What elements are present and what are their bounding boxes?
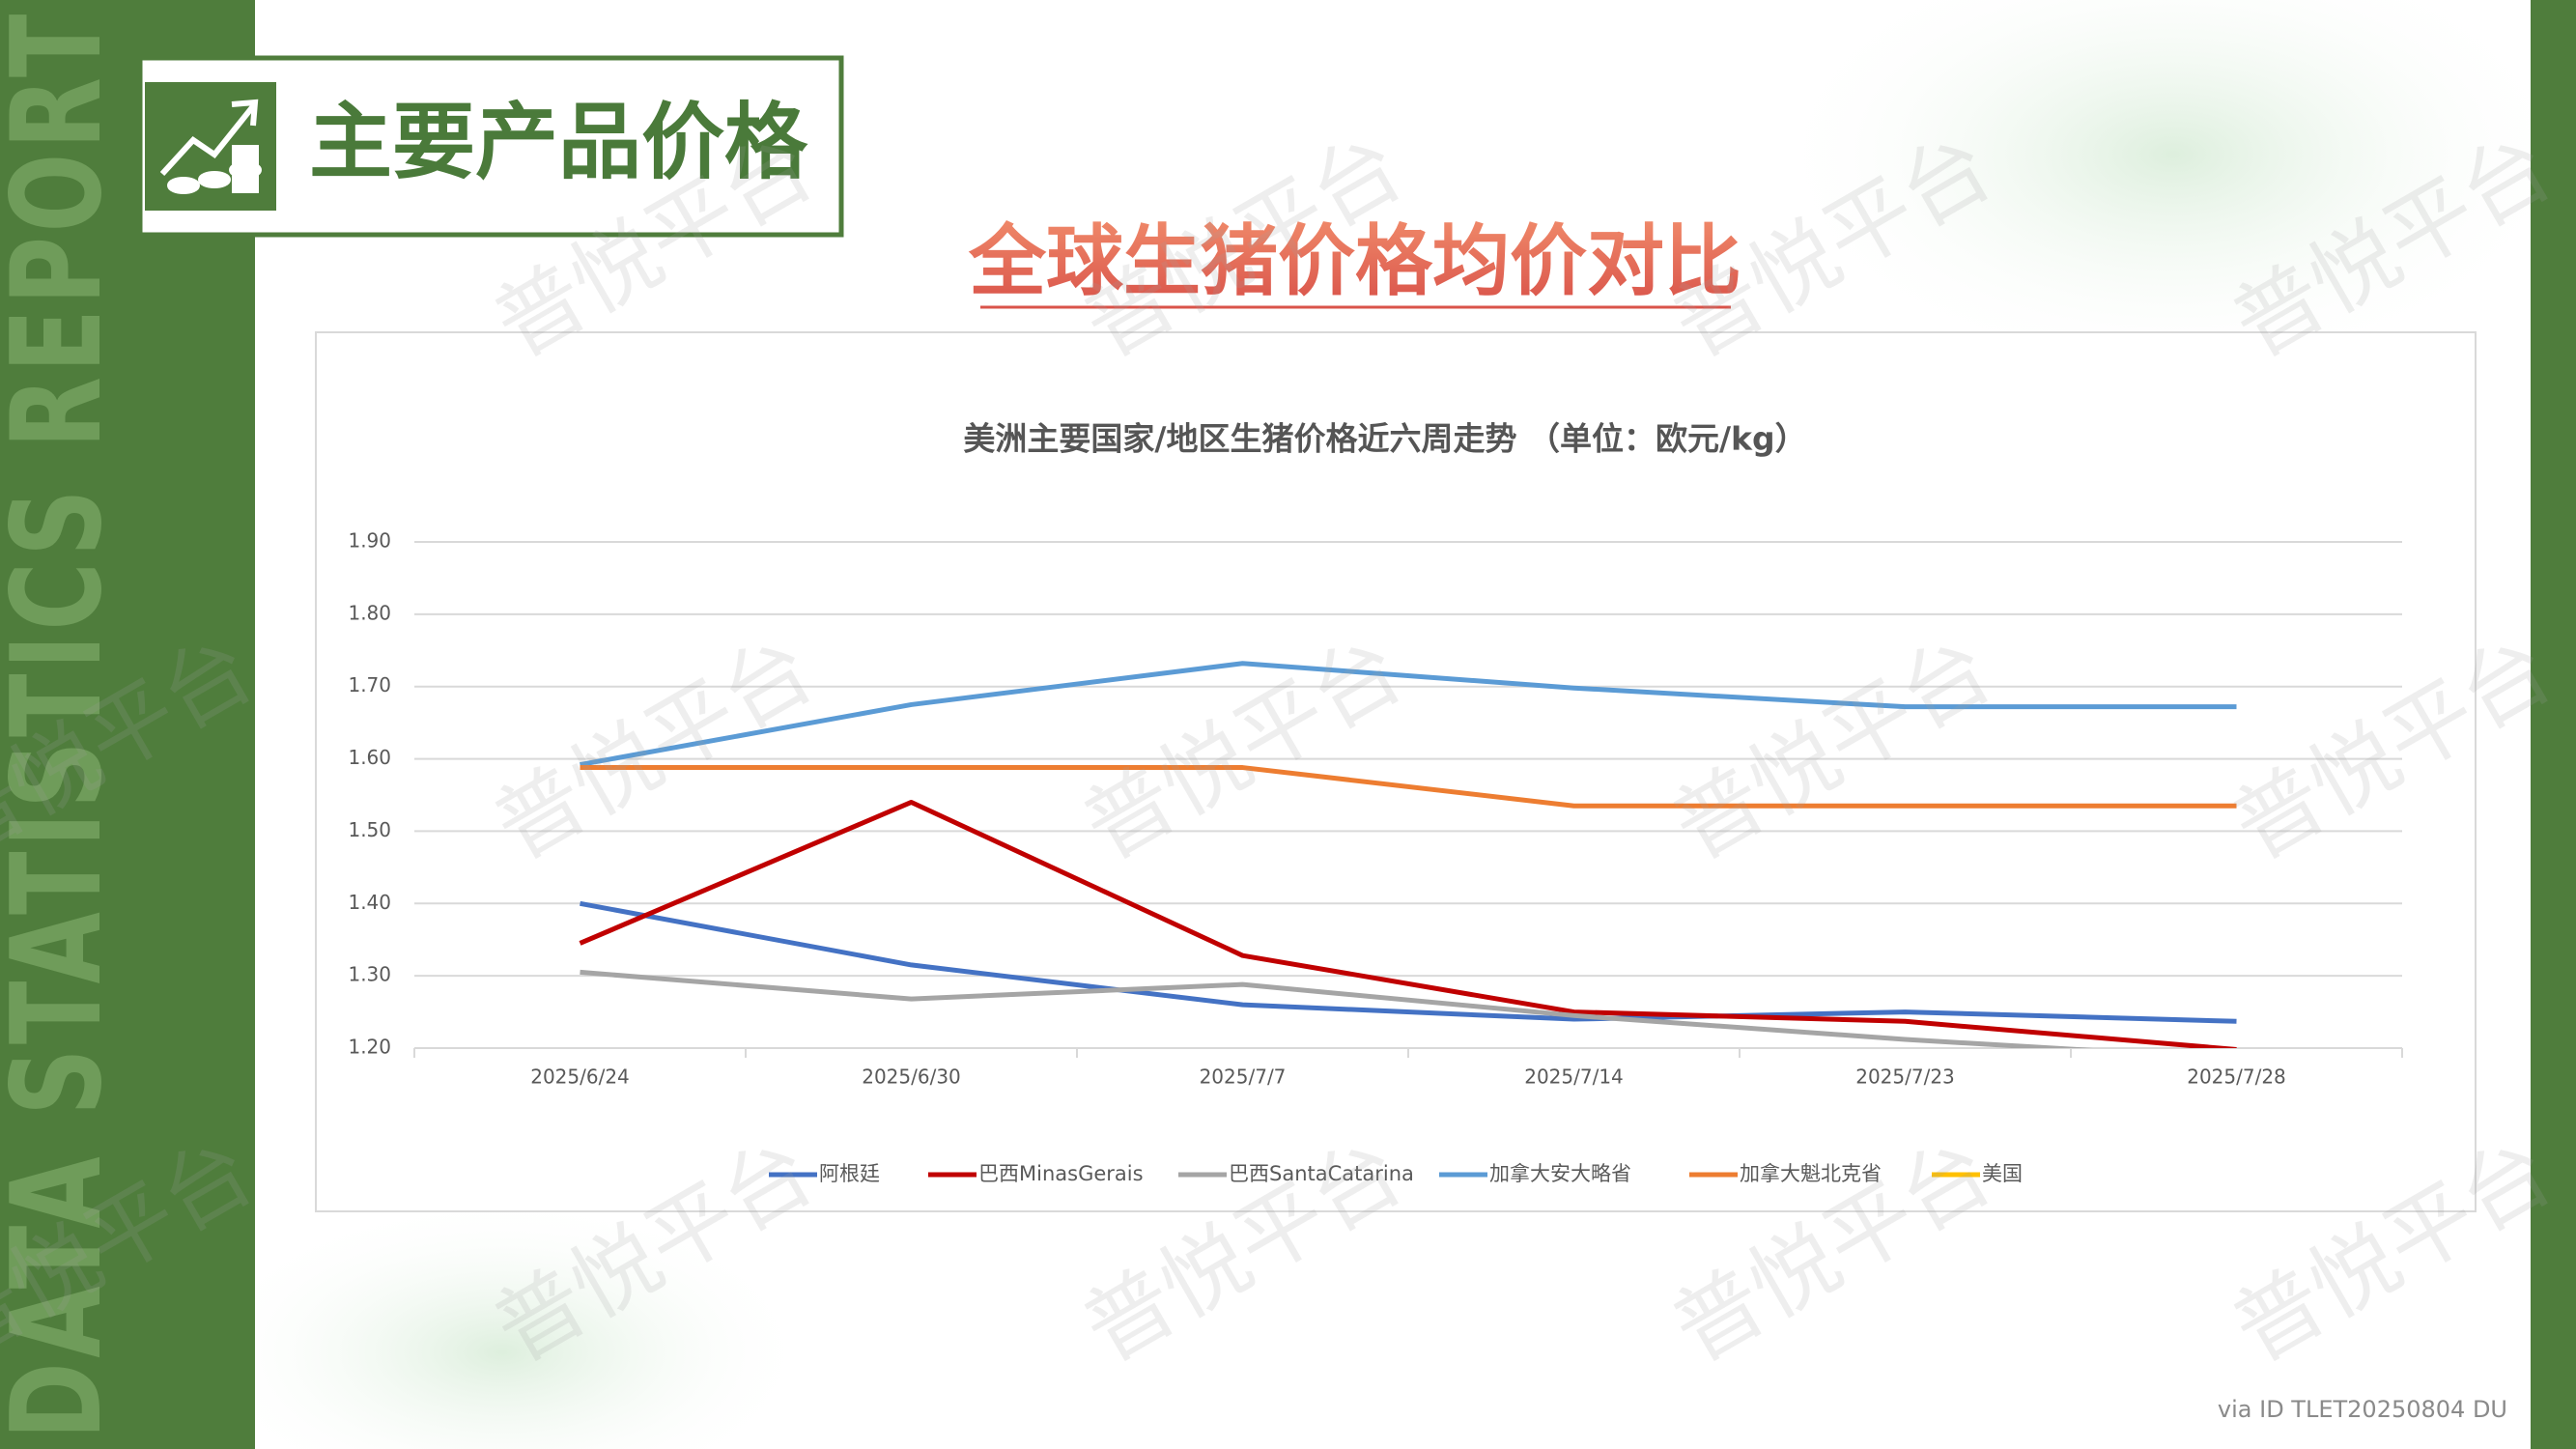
- slide-title: 全球生猪价格均价对比: [968, 216, 1741, 306]
- plot: 1.20 1.30 1.40 1.50 1.60 1.70 1.80 1.90 2025/6/2…: [348, 529, 2403, 1185]
- footer: via ID TLET20250804 DU: [2218, 1396, 2507, 1423]
- x-tick-label: 2025/7/7: [1200, 1065, 1287, 1089]
- y-tick-label: 1.60: [348, 746, 391, 769]
- header-title: 主要产品价格: [309, 94, 808, 190]
- chart-frame: [315, 331, 2477, 1212]
- left-band: [0, 0, 255, 1449]
- y-tick-label: 1.70: [348, 673, 391, 696]
- header-icon: [159, 99, 262, 194]
- y-tick-label: 1.90: [348, 529, 391, 553]
- y-tick-label: 1.30: [348, 963, 391, 986]
- legend-label: 巴西MinasGerais: [978, 1162, 1144, 1185]
- y-tick-label: 1.20: [348, 1036, 391, 1059]
- right-band: [2531, 0, 2576, 1449]
- series-line: [579, 799, 2237, 1048]
- x-tick-label: 2025/6/24: [530, 1065, 630, 1089]
- x-tick-label: 2025/7/14: [1524, 1065, 1624, 1089]
- series-line: [580, 900, 2237, 1024]
- y-tick-label: 1.50: [348, 818, 391, 841]
- decor-glow: [1768, 0, 2576, 377]
- series-line: [580, 661, 2237, 768]
- chart-title: 美洲主要国家/地区生猪价格近六周走势 （单位：欧元/kg）: [963, 420, 1806, 458]
- legend-label: 美国: [1982, 1162, 2023, 1185]
- x-tick-label: 2025/7/28: [2187, 1065, 2286, 1089]
- legend-label: 巴西SantaCatarina: [1229, 1162, 1414, 1185]
- decor-glow: [193, 1198, 811, 1449]
- series-line: [580, 969, 2094, 1048]
- series-line: [580, 765, 2237, 809]
- side-text: DATA STATISTICS REPORT: [0, 10, 129, 1439]
- x-tick-label: 2025/6/30: [862, 1065, 961, 1089]
- series-group: [579, 661, 2237, 1048]
- legend-label: 加拿大魁北克省: [1740, 1162, 1882, 1185]
- legend-label: 阿根廷: [819, 1162, 880, 1185]
- y-tick-label: 1.40: [348, 891, 391, 914]
- legend-label: 加拿大安大略省: [1489, 1162, 1631, 1185]
- y-tick-label: 1.80: [348, 601, 391, 624]
- x-tick-label: 2025/7/23: [1855, 1065, 1955, 1089]
